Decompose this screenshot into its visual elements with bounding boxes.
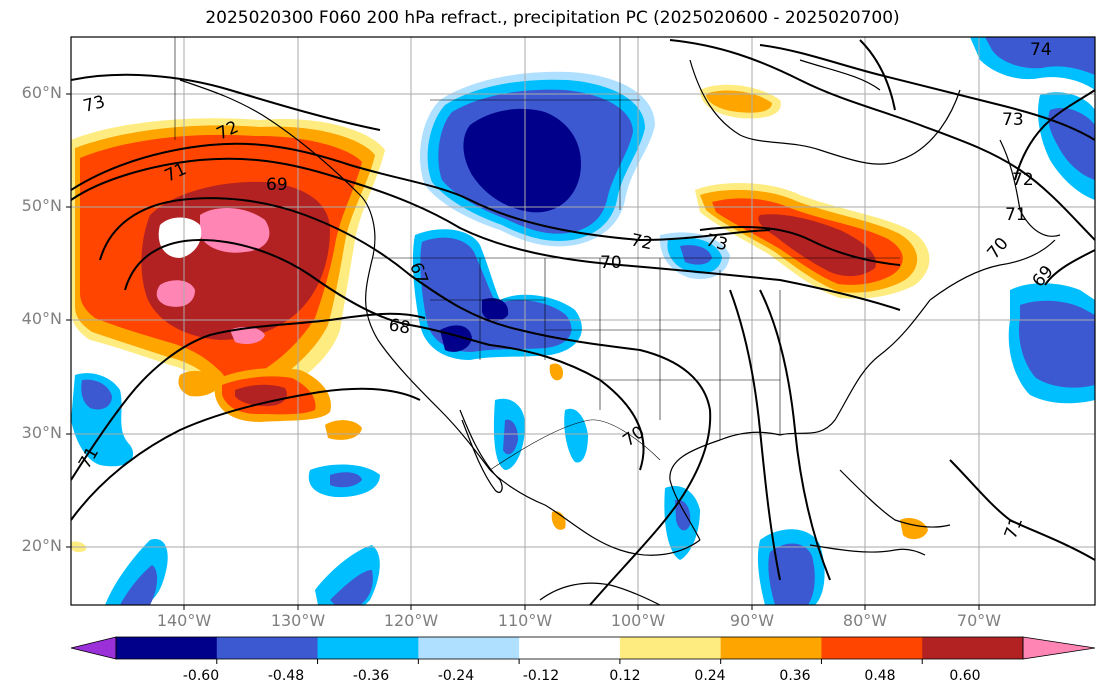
colorbar-tick-label: -0.24 <box>437 668 475 684</box>
colorbar-tick-label: 0.60 <box>949 668 981 684</box>
colorbar-segment <box>821 637 923 659</box>
contour-label: 69 <box>266 175 288 195</box>
negative-anomaly-atlantic <box>970 37 1095 404</box>
height-contours <box>71 39 1095 605</box>
colorbar-segment <box>619 637 722 659</box>
colorbar-tick-label: -0.12 <box>522 668 560 684</box>
contour-label: 71 <box>1001 515 1027 542</box>
colorbar-segment <box>418 637 520 659</box>
colorbar-segment <box>116 637 218 659</box>
map-title: 2025020300 F060 200 hPa refract., precip… <box>205 8 900 28</box>
lon-label: 130°W <box>270 611 326 630</box>
colorbar-tick-label: -0.36 <box>352 668 390 684</box>
lat-lon-grid <box>71 37 1095 605</box>
colorbar-tick-label: -0.60 <box>182 668 220 684</box>
contour-label: 73 <box>81 92 107 117</box>
lat-label: 50°N <box>21 196 62 215</box>
colorbar-segment <box>922 637 1024 659</box>
colorbar-tick-label: 0.24 <box>694 668 726 684</box>
lon-label: 120°W <box>383 611 439 630</box>
coastlines <box>179 59 1061 605</box>
colorbar-segment <box>720 637 822 659</box>
lon-label: 70°W <box>956 611 1002 630</box>
lon-label: 110°W <box>497 611 553 630</box>
lon-label: 140°W <box>156 611 212 630</box>
contour-label: 70 <box>984 234 1013 263</box>
contour-label: 73 <box>1002 110 1024 130</box>
contour-label: 68 <box>387 315 412 338</box>
negative-anomaly-west <box>71 71 825 605</box>
colorbar-segment <box>216 637 319 659</box>
lat-label: 30°N <box>21 423 62 442</box>
lon-label: 90°W <box>729 611 775 630</box>
lat-label: 40°N <box>21 309 62 328</box>
colorbar-frame <box>115 636 1024 660</box>
lon-label: 100°W <box>610 611 666 630</box>
lat-label: 60°N <box>21 83 62 102</box>
colorbar-segment <box>317 637 419 659</box>
colorbar-tick-label: -0.48 <box>267 668 305 684</box>
colorbar <box>70 636 1096 664</box>
contour-label: 74 <box>1030 40 1052 60</box>
lat-label: 20°N <box>21 536 62 555</box>
colorbar-extend-min <box>70 636 117 660</box>
contour-label: 72 <box>629 230 654 254</box>
contour-label: 72 <box>1012 170 1034 190</box>
axis-ticks <box>66 93 980 610</box>
colorbar-tick-label: 0.48 <box>864 668 896 684</box>
boundaries <box>174 37 900 471</box>
colorbar-tick-label: 0.36 <box>779 668 811 684</box>
colorbar-segment <box>519 637 621 659</box>
colorbar-tick-label: 0.12 <box>609 668 641 684</box>
lon-label: 80°W <box>842 611 888 630</box>
contour-label: 71 <box>1005 205 1027 225</box>
colorbar-extend-max <box>1022 636 1096 660</box>
map-frame <box>70 36 1096 606</box>
contour-label: 70 <box>600 253 622 273</box>
